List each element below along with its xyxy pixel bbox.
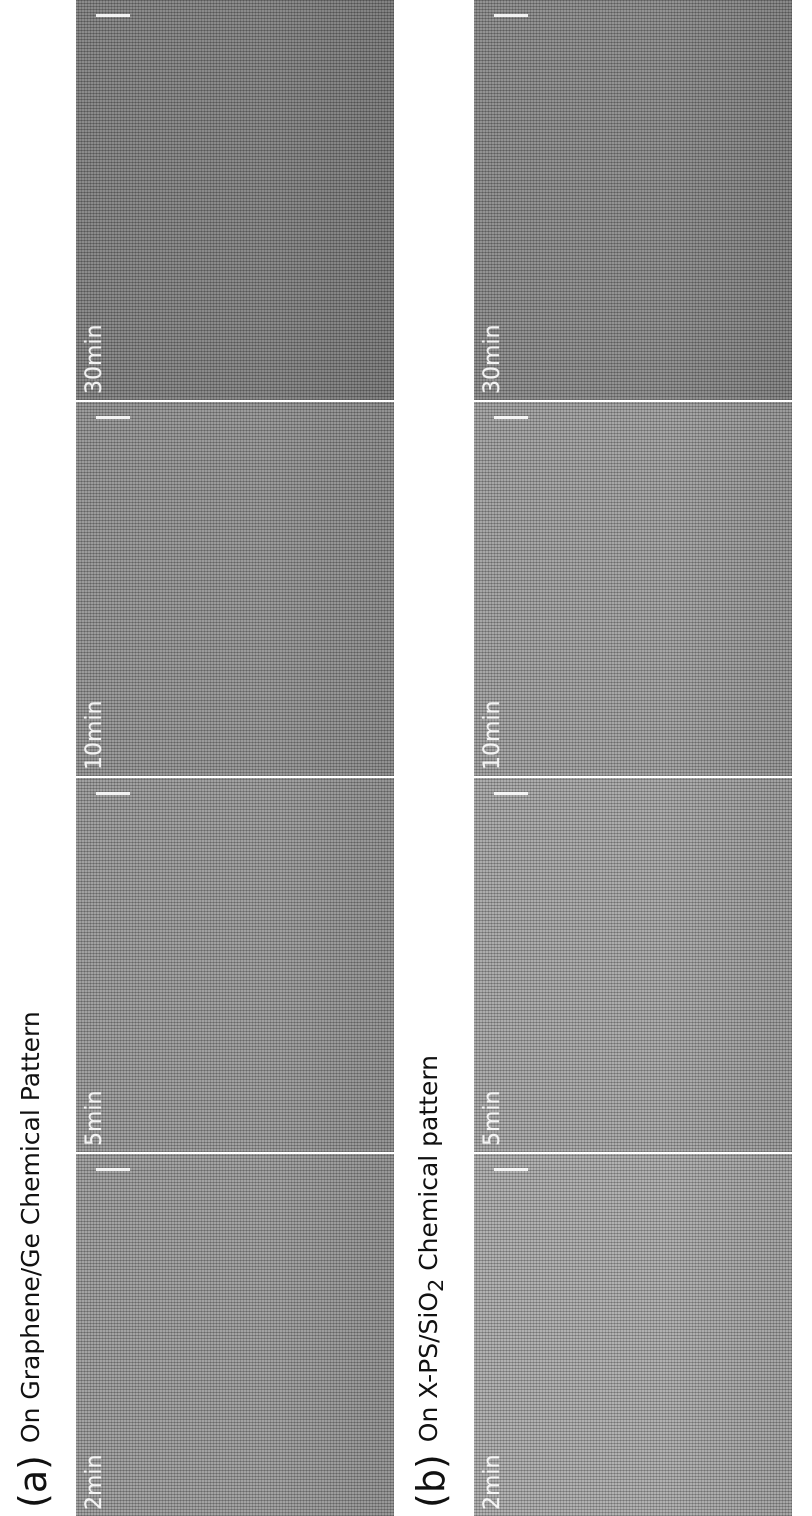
scale-bar <box>96 1168 130 1171</box>
panel-b-letter: (b) <box>409 1454 453 1508</box>
sem-image-texture <box>76 1154 394 1516</box>
sem-image-tile: 30min <box>76 0 394 400</box>
scale-bar <box>96 792 130 795</box>
scale-bar <box>494 1168 528 1171</box>
panel-a-title: On Graphene/Ge Chemical Pattern <box>15 1011 49 1444</box>
panel-b-title-tail: Chemical pattern <box>413 1054 443 1279</box>
panel-a-label: (a) On Graphene/Ge Chemical Pattern <box>11 1011 55 1508</box>
annealing-time-label: 2min <box>480 1454 505 1510</box>
sem-image-texture <box>76 402 394 776</box>
panel-b-title-main: On X-PS/SiO <box>413 1291 443 1443</box>
scale-bar <box>494 416 528 419</box>
sem-image-texture <box>474 778 792 1152</box>
annealing-time-label: 5min <box>480 1090 505 1146</box>
panel-a-letter: (a) <box>11 1455 55 1508</box>
annealing-time-label: 5min <box>82 1090 107 1146</box>
sem-image-tile: 10min <box>76 400 394 776</box>
sem-image-texture <box>474 0 792 400</box>
scale-bar <box>494 14 528 17</box>
scale-bar <box>96 14 130 17</box>
annealing-time-label: 2min <box>82 1454 107 1510</box>
annealing-time-label: 10min <box>82 700 107 770</box>
panel-b-label: (b) On X-PS/SiO2 Chemical pattern <box>409 1054 453 1508</box>
sem-image-tile: 5min <box>474 776 792 1152</box>
scale-bar <box>96 416 130 419</box>
sem-image-tile: 10min <box>474 400 792 776</box>
sem-image-texture <box>76 0 394 400</box>
annealing-time-label: 10min <box>480 700 505 770</box>
sem-image-tile: 2min <box>474 1152 792 1516</box>
scale-bar <box>494 792 528 795</box>
sem-image-tile: 30min <box>474 0 792 400</box>
annealing-time-label: 30min <box>480 324 505 394</box>
annealing-time-label: 30min <box>82 324 107 394</box>
panel-a-title-main: On Graphene/Ge Chemical Pattern <box>15 1011 45 1444</box>
sem-image-texture <box>474 1154 792 1516</box>
sem-image-tile: 5min <box>76 776 394 1152</box>
panel-a-image-strip: 2min 5min 10min 30min <box>76 0 394 1516</box>
sem-image-texture <box>474 402 792 776</box>
panel-b-title: On X-PS/SiO2 Chemical pattern <box>413 1054 448 1443</box>
sem-image-tile: 2min <box>76 1152 394 1516</box>
panel-b-title-sub: 2 <box>423 1278 448 1292</box>
sem-image-texture <box>76 778 394 1152</box>
panel-b-image-strip: 2min 5min 10min 30min <box>474 0 792 1516</box>
